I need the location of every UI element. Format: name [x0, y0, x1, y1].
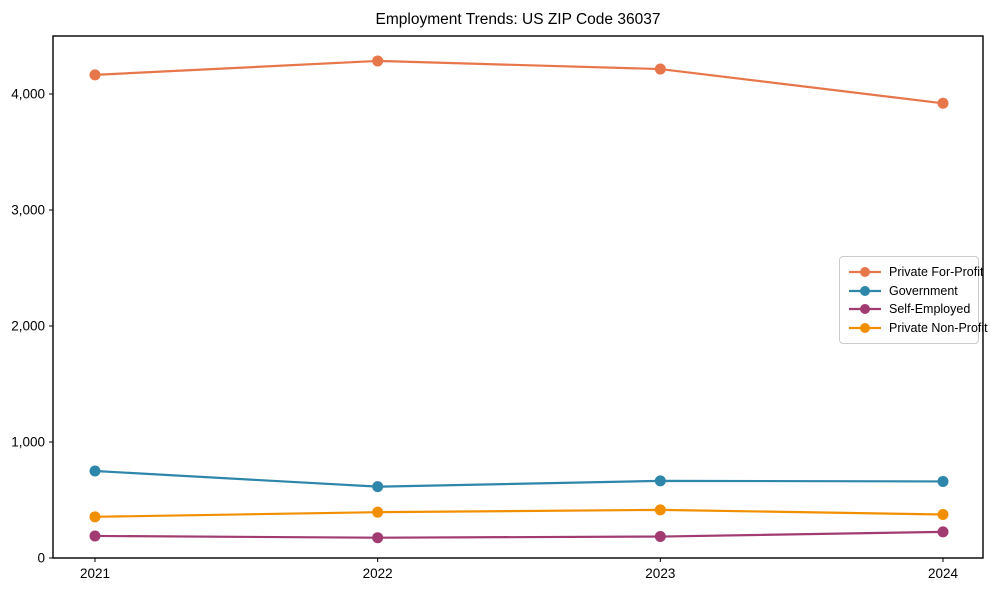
series-line-government — [93, 469, 945, 488]
data-point — [654, 531, 666, 543]
legend-line-marker-icon — [849, 267, 881, 278]
data-point — [937, 526, 949, 538]
legend-label: Government — [889, 283, 958, 298]
data-point — [372, 506, 384, 518]
legend: Private For-Profit Government Self-Employe… — [839, 256, 988, 344]
y-tick-label: 4,000 — [11, 87, 45, 102]
legend-item: Private Non-Profit — [848, 319, 988, 338]
data-point — [89, 511, 101, 523]
x-tick-label: 2021 — [80, 566, 110, 581]
legend-label: Self-Employed — [889, 302, 971, 317]
legend-item: Private For-Profit — [848, 263, 983, 282]
data-point — [937, 475, 949, 487]
y-tick-label: 0 — [37, 551, 45, 566]
x-tick-label: 2022 — [363, 566, 393, 581]
data-point — [89, 530, 101, 542]
legend-item: Government — [848, 282, 969, 301]
y-tick-label: 1,000 — [11, 435, 45, 450]
series-line-private-non-profit — [93, 508, 945, 518]
data-point — [372, 55, 384, 67]
legend-label: Private For-Profit — [889, 265, 984, 280]
data-point — [937, 509, 949, 520]
chart-title: Employment Trends: US ZIP Code 36037 — [375, 11, 661, 28]
data-point — [654, 475, 666, 487]
legend-line-marker-icon — [849, 304, 881, 315]
legend-line-marker-icon — [849, 322, 881, 333]
series-line-self-employed — [93, 530, 945, 539]
data-point — [372, 481, 384, 493]
data-point — [654, 504, 666, 516]
data-point — [89, 69, 101, 81]
legend-line-marker-icon — [849, 285, 881, 296]
y-tick-label: 3,000 — [11, 203, 45, 218]
series-line-private-for-profit — [93, 59, 945, 105]
data-point — [654, 63, 666, 75]
data-point — [89, 465, 101, 477]
data-point — [372, 532, 384, 544]
x-tick-label: 2023 — [645, 566, 675, 581]
axes-frame — [52, 35, 984, 559]
data-point — [937, 97, 949, 109]
legend-item: Self-Employed — [848, 300, 971, 319]
x-tick-label: 2024 — [928, 566, 959, 581]
legend-label: Private Non-Profit — [889, 320, 988, 335]
y-tick-label: 2,000 — [11, 319, 45, 334]
